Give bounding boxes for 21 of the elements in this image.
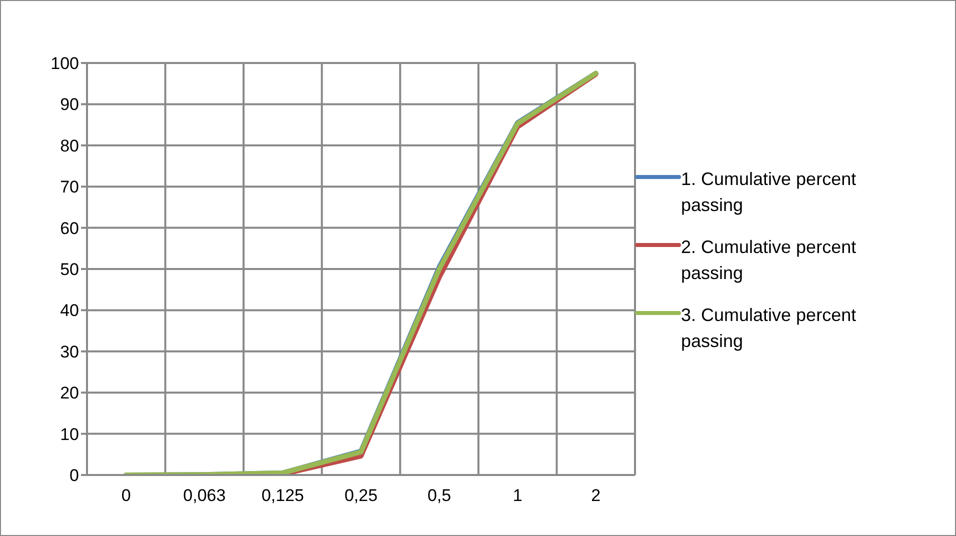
- x-tick-label: 0,5: [427, 486, 452, 506]
- x-tick-label: 0: [121, 486, 131, 506]
- y-tick-label: 60: [60, 218, 79, 238]
- legend-label: 1. Cumulative percent passing: [681, 168, 858, 217]
- x-tick-label: 1: [512, 486, 522, 506]
- y-tick-label: 100: [50, 54, 79, 74]
- x-tick-label: 0,063: [183, 486, 226, 506]
- x-tick-label: 0,25: [344, 486, 378, 506]
- y-tick-label: 70: [60, 178, 79, 197]
- y-tick-label: 10: [60, 424, 79, 444]
- legend-label: 3. Cumulative percent passing: [681, 304, 858, 353]
- y-tick-label: 30: [60, 342, 79, 362]
- x-tick-label: 2: [591, 486, 601, 506]
- y-tick-label: 40: [60, 301, 79, 320]
- y-tick-label: 20: [60, 384, 79, 403]
- legend-label: 2. Cumulative percent passing: [681, 236, 858, 285]
- y-tick-label: 0: [70, 466, 79, 486]
- y-tick-label: 50: [60, 260, 79, 280]
- y-tick-label: 90: [60, 95, 79, 114]
- x-tick-label: 0,125: [261, 486, 304, 506]
- y-tick-label: 80: [60, 136, 79, 156]
